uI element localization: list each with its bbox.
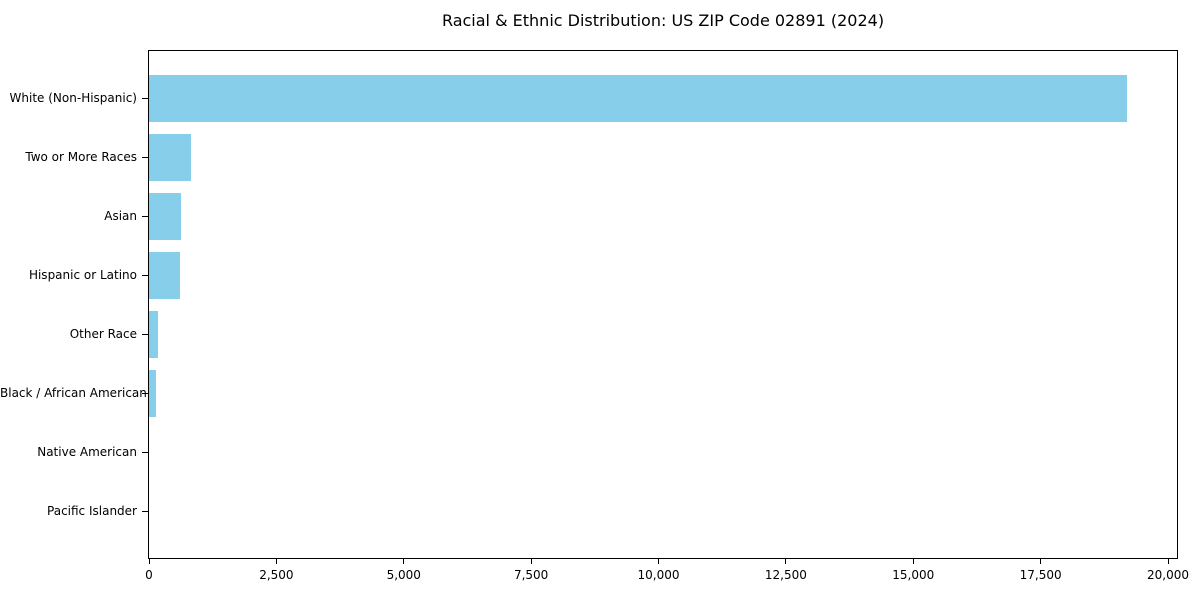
bar-white-non-hispanic: [149, 74, 1127, 122]
x-axis-tick-mark: [148, 559, 150, 564]
y-axis-tick-mark: [142, 511, 148, 512]
y-axis-category-label: Other Race: [69, 327, 137, 341]
y-axis-category-label: Hispanic or Latino: [28, 268, 137, 282]
y-axis-tick-mark: [142, 452, 148, 453]
y-axis-tick-mark: [142, 393, 148, 394]
y-axis-category-label: Pacific Islander: [47, 504, 137, 518]
y-axis-category-label: Asian: [104, 209, 137, 223]
y-axis-tick-mark: [142, 334, 148, 335]
y-axis-category-label: Black / African American: [0, 386, 147, 400]
y-axis-tick-mark: [142, 98, 148, 99]
x-axis-tick-label: 17,500: [1019, 568, 1062, 582]
y-axis-category-label: Two or More Races: [25, 150, 137, 164]
x-axis-tick-mark: [658, 559, 660, 564]
x-axis-tick-label: 10,000: [637, 568, 680, 582]
bar-asian: [149, 192, 181, 240]
x-axis-tick-mark: [1167, 559, 1169, 564]
x-axis-tick-label: 5,000: [386, 568, 421, 582]
y-axis-tick-mark: [142, 216, 148, 217]
chart-title: Racial & Ethnic Distribution: US ZIP Cod…: [441, 11, 885, 30]
x-axis-tick-label: 2,500: [259, 568, 294, 582]
x-axis-tick-mark: [275, 559, 277, 564]
y-axis-tick-mark: [142, 275, 148, 276]
x-axis-tick-label: 7,500: [513, 568, 549, 582]
x-axis-tick-mark: [403, 559, 405, 564]
bar-other-race: [149, 310, 158, 358]
bar-black-african-american: [149, 369, 156, 417]
x-axis-tick-label: 0: [145, 568, 153, 582]
bar-two-or-more-races: [149, 133, 191, 181]
bar-hispanic-or-latino: [149, 251, 180, 299]
x-axis-tick-label: 15,000: [892, 568, 935, 582]
y-axis-tick-mark: [142, 157, 148, 158]
y-axis-category-label: Native American: [37, 445, 137, 459]
x-axis-tick-mark: [785, 559, 787, 564]
x-axis-tick-label: 20,000: [1147, 568, 1190, 582]
y-axis-category-label: White (Non-Hispanic): [9, 91, 137, 105]
x-axis-tick-mark: [912, 559, 914, 564]
x-axis-tick-mark: [530, 559, 532, 564]
x-axis-tick-mark: [1040, 559, 1042, 564]
x-axis-tick-label: 12,500: [764, 568, 807, 582]
plot-area: [148, 50, 1178, 559]
